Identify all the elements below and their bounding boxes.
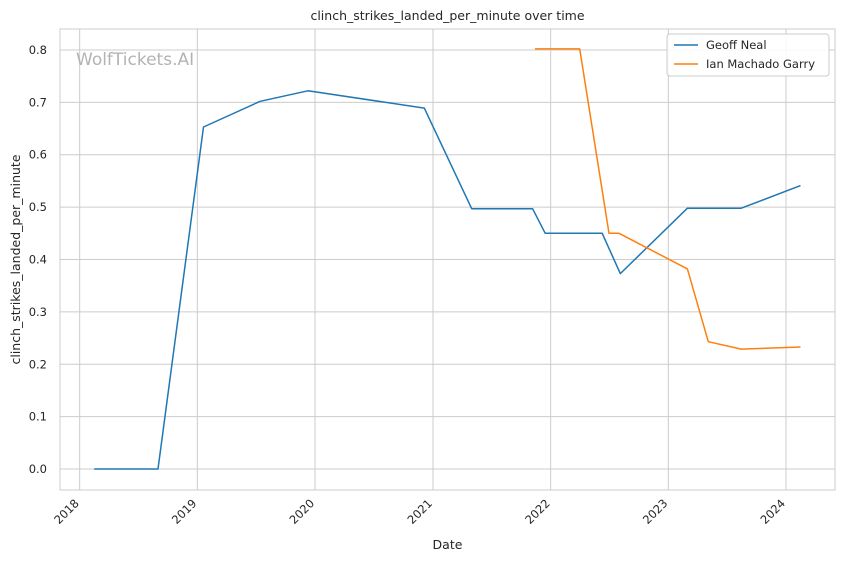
series-line-ian-machado-garry: [534, 48, 801, 350]
legend: Geoff Neal Ian Machado Garry: [666, 33, 830, 77]
x-tick-label: 2023: [640, 496, 671, 527]
x-tick-label: 2022: [522, 496, 553, 527]
x-tick-labels: 2018 2019 2020 2021 2022 2023 2024: [51, 496, 788, 527]
legend-label-geoff-neal: Geoff Neal: [706, 38, 767, 52]
y-tick-labels: 0.0 0.1 0.2 0.3 0.4 0.5 0.6 0.7 0.8: [29, 43, 47, 476]
y-tick-label: 0.2: [29, 357, 47, 371]
series-lines: [94, 48, 801, 470]
y-tick-label: 0.8: [29, 43, 47, 57]
y-tick-label: 0.4: [29, 253, 47, 267]
x-tick-label: 2024: [758, 496, 789, 527]
y-tick-label: 0.6: [29, 148, 47, 162]
y-tick-label: 0.7: [29, 95, 47, 109]
x-tick-label: 2019: [169, 496, 200, 527]
y-tick-label: 0.0: [29, 462, 47, 476]
series-line-geoff-neal: [94, 90, 801, 470]
legend-box: [666, 33, 830, 77]
y-tick-label: 0.1: [29, 410, 47, 424]
y-tick-label: 0.5: [29, 200, 47, 214]
y-axis-label: clinch_strikes_landed_per_minute: [8, 154, 23, 364]
watermark: WolfTickets.AI: [76, 50, 194, 70]
x-tick-label: 2021: [405, 496, 436, 527]
x-tick-label: 2020: [287, 496, 318, 527]
x-axis-label: Date: [433, 537, 463, 552]
chart-title: clinch_strikes_landed_per_minute over ti…: [310, 8, 584, 23]
x-tick-label: 2018: [51, 496, 82, 527]
legend-label-ian-machado-garry: Ian Machado Garry: [706, 57, 815, 71]
y-tick-label: 0.3: [29, 305, 47, 319]
grid-lines: [60, 29, 835, 490]
